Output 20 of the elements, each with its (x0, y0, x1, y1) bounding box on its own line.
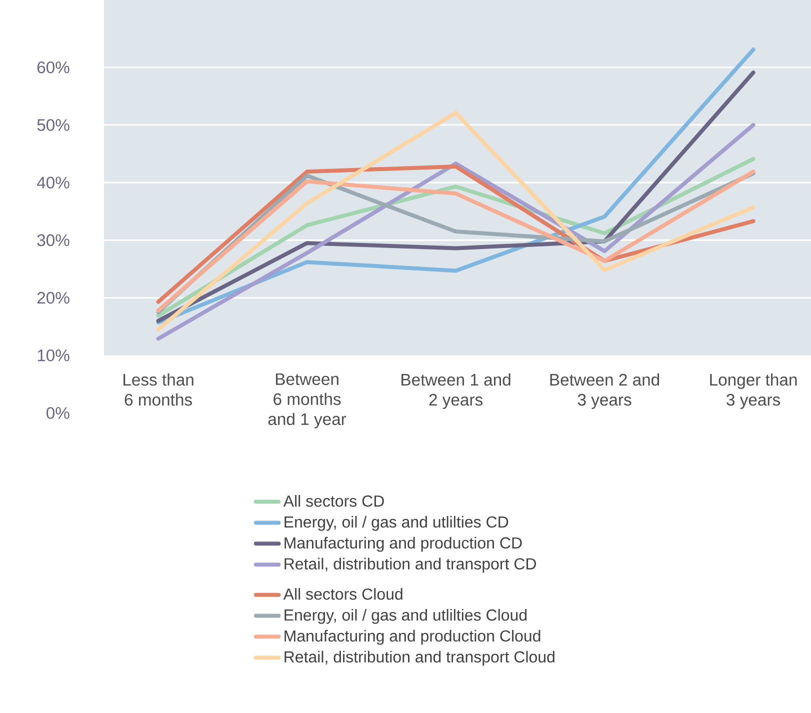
legend-label: All sectors CD (283, 495, 384, 507)
y-tick-label: 30% (37, 234, 70, 246)
legend-label: Retail, distribution and transport CD (284, 558, 536, 573)
legend-label: Energy, oil / gas and utlilties CD (284, 516, 508, 531)
x-tick-label: Between 6 months and 1 year (268, 373, 346, 428)
x-tick-label: Longer than 3 years (710, 373, 797, 409)
legend-label: All sectors Cloud (283, 588, 402, 600)
x-tick-label: Between 2 and 3 years (550, 373, 660, 409)
y-tick-label: 0% (46, 407, 70, 419)
x-tick-label: Less than 6 months (124, 373, 194, 406)
y-tick-label: 40% (36, 176, 70, 188)
y-tick-label: 20% (37, 292, 70, 304)
legend-label: Energy, oil / gas and utlilties Cloud (284, 608, 527, 624)
legend-label: Manufacturing and production CD (284, 536, 522, 552)
x-tick-label: Between 1 and 2 years (402, 373, 510, 409)
y-tick-label: 10% (38, 350, 70, 362)
y-tick-label: 50% (37, 119, 70, 131)
legend-label: Manufacturing and production Cloud (284, 630, 540, 645)
legend-label: Retail, distribution and transport Cloud (284, 650, 554, 666)
y-tick-label: 60% (37, 61, 70, 74)
